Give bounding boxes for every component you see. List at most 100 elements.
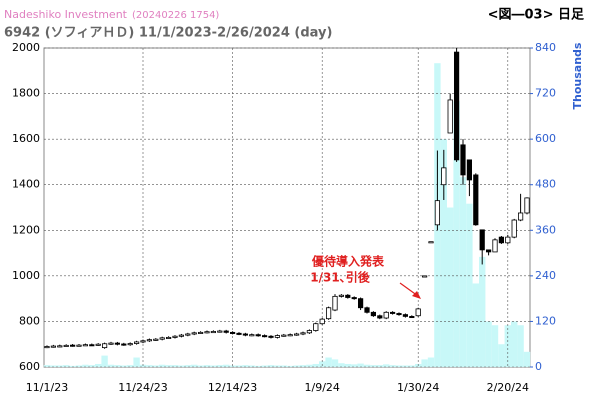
candle-body [370,311,377,317]
volume-bar [43,365,51,367]
candle-body [44,346,50,349]
volume-bar [363,364,371,367]
volume-bar [338,363,345,367]
volume-bar [133,357,140,367]
y-tick-label: 1200 [12,223,40,236]
y2-tick-label: 360 [535,223,556,236]
volume-bar [498,344,505,367]
volume-bar [216,365,223,367]
candle-body [389,311,396,314]
y-tick-label: 1800 [12,87,40,100]
volume-bar [101,355,108,367]
chart-title: 6942 (ソフィアＨＤ) 11/1/2023-2/26/2024 (day) [4,26,332,41]
volume-bar [114,365,121,367]
candle-body [197,331,204,334]
volume-bar [159,364,166,367]
candle-body [364,307,370,313]
y2-axis-label: Thousands [571,42,584,109]
volume-bar [421,359,428,367]
candle-body [229,331,236,334]
y-tick-label: 600 [19,360,40,373]
candle-body [453,51,460,161]
volume-bar [127,365,134,367]
candle-body [268,335,274,338]
volume-bar [88,365,95,367]
candle-body [70,344,76,347]
volume-bar [267,365,275,367]
x-tick-label: 2/20/24 [487,381,529,394]
candle-body [108,342,114,345]
y-tick-label: 1600 [12,132,40,145]
annotation: 1/31､引後 [310,270,370,285]
candle-body [498,236,505,244]
plot-layer [43,47,531,368]
x-tick-label: 1/30/24 [397,381,439,394]
candle-body [223,330,229,333]
volume-bar [395,365,403,367]
volume-bar [472,283,479,367]
timestamp: (20240226 1754) [132,10,219,21]
candle-body [518,212,524,221]
volume-bar [56,365,63,367]
candle-body [460,144,466,176]
volume-bar [120,365,127,367]
x-tick-label: 1/9/24 [304,381,339,394]
volume-bar [95,363,102,367]
candle-body [300,332,306,335]
volume-bar [331,359,339,367]
volume-bar [504,325,511,367]
y-tick-label: 2000 [12,41,40,54]
candle-body [293,333,300,336]
candle-body [466,159,473,181]
candle-body [153,338,159,341]
candle-body [319,318,325,325]
y2-tick-label: 120 [535,314,556,327]
candle-body [402,314,409,317]
volume-bar [223,364,230,367]
candle-body [217,330,223,333]
volume-bar [261,365,268,367]
candle-body [383,311,389,319]
candle-body [255,334,261,337]
volume-bar [351,364,358,367]
volume-bar [383,364,390,367]
volume-bar [210,365,217,367]
y2-tick-label: 240 [535,269,556,282]
candle-body [313,323,319,331]
volume-bar [344,363,351,367]
candle-body [377,315,383,319]
volume-bar [427,357,435,367]
candle-body [102,343,108,349]
volume-bar [376,365,383,367]
candle-body [236,332,242,335]
volume-bar [203,365,211,367]
candle-body [287,334,293,337]
candle-body [396,313,402,316]
volume-bar [370,365,377,367]
candle-body [121,343,127,346]
y2-tick-label: 480 [535,178,556,191]
annotation-arrow [399,282,421,299]
candle-body [89,344,95,347]
x-tick-label: 12/14/23 [208,381,257,394]
volume-bar [197,365,204,367]
volume-bar [63,365,70,367]
volume-bar [242,365,249,367]
candle-body [114,342,120,345]
candle-body [261,335,268,338]
x-tick-label: 11/24/23 [118,381,167,394]
volume-bar [402,365,409,367]
candle-body [441,167,447,186]
volume-bar [75,365,83,367]
candle-body [76,344,82,347]
volume-bar [440,139,447,367]
volume-bar [107,364,115,367]
candle-body [63,344,69,347]
volume-bar [50,365,57,367]
candle-body [50,345,57,348]
candle-body [511,219,517,238]
source: Nadeshiko Investment [4,8,128,21]
volume-bar [299,365,307,367]
candle-body [428,241,434,244]
candle-body [172,335,178,338]
